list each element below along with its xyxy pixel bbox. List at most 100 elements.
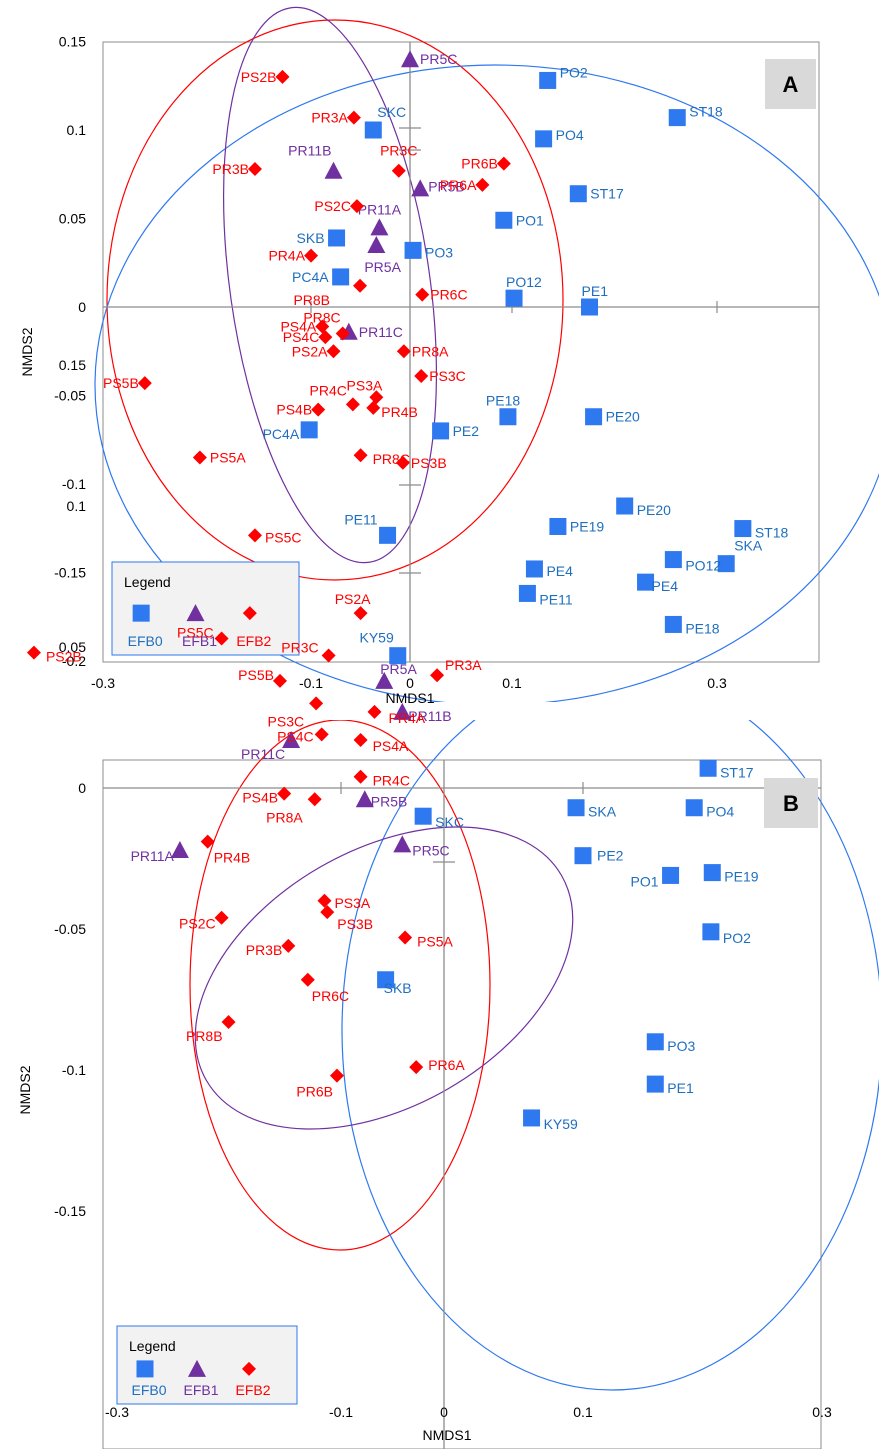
point-label: SKC: [377, 104, 406, 120]
point-label: PS5C: [177, 625, 214, 641]
point-label: PS4C: [277, 728, 314, 744]
confidence-ellipses: [189, 720, 879, 1391]
y-axis-title: NMDS2: [17, 1065, 33, 1114]
x-tick-label: -0.3: [91, 675, 115, 691]
point-label: PE20: [606, 409, 640, 425]
point-square: [574, 847, 592, 865]
panel-label: B: [783, 791, 799, 816]
point-label: PO1: [631, 873, 659, 889]
point-triangle: [375, 671, 394, 689]
legend-marker-diamond: [242, 1361, 256, 1376]
y-tick-label: 0.15: [59, 357, 86, 373]
point-diamond: [26, 645, 41, 660]
point-square: [377, 971, 395, 989]
point-label: PR8A: [266, 809, 303, 825]
point-diamond: [315, 319, 330, 334]
point-diamond: [366, 400, 381, 415]
point-diamond: [277, 786, 292, 801]
point-diamond: [391, 163, 406, 178]
point-diamond: [396, 344, 411, 359]
point-square: [535, 130, 553, 148]
point-label: PR4C: [310, 382, 347, 398]
point-label: PR5C: [420, 51, 457, 67]
point-label: SKB: [384, 980, 412, 996]
x-tick-label: 0.3: [707, 675, 727, 691]
point-diamond: [281, 938, 296, 953]
point-square: [300, 421, 318, 439]
point-diamond: [321, 648, 336, 663]
x-tick-label: -0.1: [299, 675, 323, 691]
legend-item-label: EFB0: [128, 633, 163, 649]
point-diamond: [214, 910, 229, 925]
point-diamond: [311, 402, 326, 417]
panel-badge: [765, 59, 816, 109]
point-label: PO4: [556, 127, 584, 143]
series-efb1: PR5C PR11B PR5B PR11A PR5A PR11C: [288, 50, 465, 340]
y-tick-label: 0.05: [59, 639, 86, 655]
point-square: [432, 422, 450, 440]
point-label: PR3A: [445, 657, 482, 673]
point-diamond: [346, 110, 361, 125]
x-tick-label: -0.3: [105, 1404, 129, 1420]
point-label: PO4: [706, 804, 734, 820]
y-tick-label: 0: [78, 780, 86, 796]
point-label: PS5A: [417, 933, 453, 949]
panel-a: 0.15 0.1 0.05 0 -0.05 -0.1 -0.15 -0.2 -0.3 -0.1 0 0…: [19, 6, 879, 706]
point-label: PS2C: [179, 916, 216, 932]
ellipse-efb0: [341, 720, 879, 1391]
point-label: PR3C: [380, 143, 417, 159]
point-label: PE11: [539, 591, 572, 607]
point-diamond: [247, 161, 262, 176]
x-tick-label: 0.1: [573, 1404, 593, 1420]
point-label: PR8C: [373, 451, 410, 467]
point-square: [717, 555, 735, 573]
point-label: PS3B: [411, 455, 447, 471]
point-label: PS5A: [210, 449, 246, 465]
point-label: PR6C: [430, 287, 467, 303]
point-label: PE18: [486, 393, 520, 409]
legend-marker-square: [132, 604, 150, 622]
point-diamond: [398, 930, 413, 945]
x-tick-label: 0: [440, 1404, 448, 1420]
point-square: [581, 298, 599, 316]
series-efb2: PR8C PS2A PS5C PS2B PR3C PS5B PS3C PR3A PR4A PS4C…: [26, 448, 482, 1100]
point-label: PR11B: [288, 143, 331, 159]
point-label: PR8A: [412, 343, 449, 359]
point-diamond: [367, 704, 382, 719]
point-label: PS2A: [292, 343, 328, 359]
point-label: PR3B: [212, 161, 249, 177]
point-label: PO3: [667, 1038, 695, 1054]
point-label: PR6B: [461, 156, 498, 172]
point-square: [379, 526, 397, 544]
legend-marker-triangle: [186, 604, 205, 622]
point-triangle: [370, 218, 389, 236]
point-label: SKA: [734, 538, 763, 554]
point-diamond: [214, 631, 229, 646]
y-tick-label: -0.1: [62, 476, 86, 492]
point-triangle: [367, 236, 386, 254]
point-label: PS3C: [429, 368, 466, 384]
point-diamond: [300, 972, 315, 987]
point-label: PS3C: [268, 713, 305, 729]
point-square: [414, 807, 432, 825]
point-label: PR4A: [268, 248, 305, 264]
point-diamond: [137, 376, 152, 391]
ellipse-efb2: [189, 720, 491, 1251]
legend-item-label: EFB2: [236, 633, 271, 649]
legend-item-label: EFB0: [131, 1382, 166, 1398]
point-label: PO2: [560, 64, 588, 80]
legend-title: Legend: [124, 574, 171, 590]
point-triangle: [401, 50, 419, 68]
point-label: ST18: [755, 525, 789, 541]
point-diamond: [221, 1015, 236, 1030]
point-square: [703, 864, 721, 882]
point-label: PR3B: [246, 942, 283, 958]
x-tick-label: 0: [406, 675, 414, 691]
plot-frame: [102, 41, 820, 663]
point-label: KY59: [360, 630, 394, 646]
ellipse-efb2: [106, 19, 564, 581]
legend-item-label: EFB1: [183, 1382, 218, 1398]
point-label: PR5B: [371, 793, 408, 809]
